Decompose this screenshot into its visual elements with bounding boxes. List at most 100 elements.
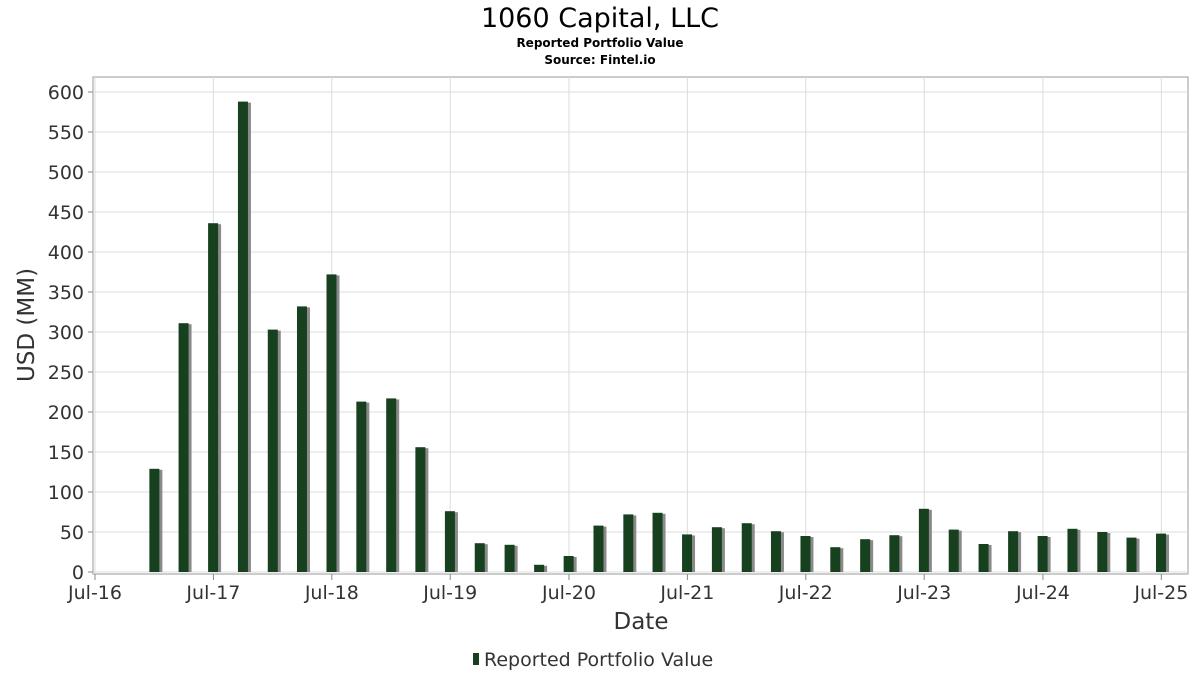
y-axis-ticks: 0 50 100 150 200 250 300 350 400 450 500 550 600 [48, 82, 93, 584]
y-tick-label: 600 [48, 82, 84, 104]
chart-subtitle: Reported Portfolio Value [516, 36, 683, 50]
x-tick-label: Jul-24 [1015, 582, 1070, 604]
plot-area [92, 76, 1189, 575]
y-tick-label: 500 [48, 162, 84, 184]
bar-fill [918, 508, 929, 572]
bar [978, 544, 992, 572]
x-tick-label: Jul-18 [304, 582, 359, 604]
bar-fill [296, 306, 307, 572]
y-tick-label: 100 [48, 482, 84, 504]
bar [504, 544, 518, 572]
y-tick-label: 550 [48, 122, 84, 144]
x-tick-label: Jul-19 [422, 582, 477, 604]
bar-fill [593, 525, 604, 572]
bar [1097, 532, 1111, 572]
bar [918, 508, 932, 572]
y-tick-label: 350 [48, 282, 84, 304]
bar [356, 401, 370, 572]
bar-fill [652, 512, 663, 572]
y-tick-label: 250 [48, 362, 84, 384]
legend-label: Reported Portfolio Value [484, 649, 713, 671]
bar-fill [326, 274, 337, 572]
bar [237, 101, 251, 572]
bar-fill [860, 539, 871, 572]
bar-fill [711, 527, 722, 572]
bar-fill [563, 556, 574, 572]
bar [830, 547, 844, 572]
bar [208, 223, 222, 572]
bar [800, 536, 814, 572]
bar [1067, 528, 1081, 572]
bar [623, 514, 637, 572]
bar-fill [444, 511, 455, 572]
bar-fill [208, 223, 219, 572]
bar [652, 512, 666, 572]
bar [1126, 537, 1140, 572]
y-tick-label: 450 [48, 202, 84, 224]
bar [889, 535, 903, 572]
bar [770, 531, 784, 572]
bar [178, 323, 192, 572]
bar [741, 523, 755, 572]
bar-fill [682, 534, 693, 572]
bar-fill [800, 536, 811, 572]
bar-fill [1037, 536, 1048, 572]
bar [474, 543, 488, 572]
bar-fill [1008, 531, 1019, 572]
bar [593, 525, 607, 572]
bar [444, 511, 458, 572]
bar [563, 556, 577, 572]
bar-fill [889, 535, 900, 572]
x-tick-label: Jul-23 [896, 582, 951, 604]
x-tick-label: Jul-25 [1133, 582, 1188, 604]
y-tick-label: 200 [48, 402, 84, 424]
bar-fill [267, 329, 278, 572]
bar [860, 539, 874, 572]
bar-fill [830, 547, 841, 572]
y-tick-label: 0 [72, 562, 84, 584]
bar-fill [1067, 528, 1078, 572]
bar-fill [1126, 537, 1137, 572]
chart-title: 1060 Capital, LLC [481, 3, 719, 34]
y-axis-label: USD (MM) [14, 268, 40, 382]
bar [267, 329, 281, 572]
bar [1008, 531, 1022, 572]
bar [326, 274, 340, 572]
bar-fill [415, 447, 426, 572]
x-gridlines [94, 77, 1162, 574]
y-tick-label: 400 [48, 242, 84, 264]
x-tick-label: Jul-21 [659, 582, 714, 604]
bar [682, 534, 696, 572]
bar [386, 398, 400, 572]
bar-fill [948, 529, 959, 572]
bar [1156, 533, 1170, 572]
bar-fill [356, 401, 367, 572]
bar-fill [386, 398, 397, 572]
bar [1037, 536, 1051, 572]
x-axis-ticks: Jul-16 Jul-17 Jul-18 Jul-19 Jul-20 Jul-21 Jul-… [67, 574, 1188, 604]
chart-source: Source: Fintel.io [544, 53, 655, 67]
bar-fill [1156, 533, 1167, 572]
bar [149, 468, 163, 572]
bar-fill [237, 101, 248, 572]
x-tick-label: Jul-17 [185, 582, 240, 604]
bar [948, 529, 962, 572]
x-tick-label: Jul-20 [541, 582, 596, 604]
bar-fill [623, 514, 634, 572]
bars [149, 101, 1170, 572]
legend-swatch [473, 653, 479, 665]
x-axis-label: Date [614, 609, 669, 635]
bar [711, 527, 725, 572]
y-tick-label: 300 [48, 322, 84, 344]
legend: Reported Portfolio Value [473, 649, 713, 671]
y-tick-label: 50 [60, 522, 84, 544]
bar [415, 447, 429, 572]
x-tick-label: Jul-16 [67, 582, 122, 604]
y-tick-label: 150 [48, 442, 84, 464]
bar [296, 306, 310, 572]
bar-fill [978, 544, 989, 572]
bar-fill [534, 564, 545, 572]
bar-fill [741, 523, 752, 572]
bar-fill [1097, 532, 1108, 572]
